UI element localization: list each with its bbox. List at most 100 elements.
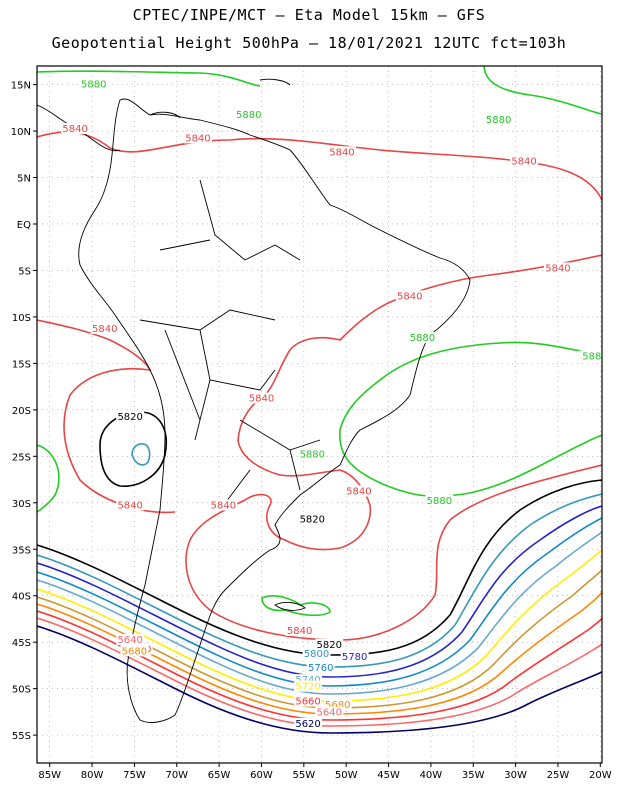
contour-5880-northeast — [483, 66, 602, 115]
contour-label: 5880 — [300, 449, 325, 460]
contour-label-bg — [79, 78, 108, 90]
map-title-line1: CPTEC/INPE/MCT – Eta Model 15km – GFS — [132, 6, 486, 24]
contour-label: 5840 — [249, 394, 274, 405]
lat-tick-label: 5N — [17, 174, 31, 185]
map-frame — [36, 65, 603, 764]
contour-5880-north — [37, 70, 261, 87]
contour-label-bg — [302, 648, 331, 660]
lon-tick-label: 60W — [250, 770, 273, 781]
country-borders — [139, 179, 321, 511]
contour-label-bg — [90, 322, 119, 334]
contour-label-bg — [510, 155, 539, 167]
contour-label-bg — [306, 662, 335, 674]
contour-label-bg — [116, 499, 145, 511]
contour-label-bg — [209, 499, 238, 511]
contour-label-bg — [315, 638, 344, 650]
contour-label: 5840 — [329, 147, 354, 158]
lon-tick-label: 70W — [165, 770, 188, 781]
lat-tick-label: 35S — [12, 545, 31, 556]
contour-label-bg — [116, 634, 145, 646]
contour-label-bg — [285, 624, 314, 636]
contour-label: 5840 — [511, 157, 536, 168]
contour-5800-core — [131, 443, 151, 466]
contour-label: 5840 — [545, 263, 570, 274]
contour-label: 5840 — [346, 486, 371, 497]
contour-label: 5660 — [295, 697, 320, 708]
contour-5660-band — [37, 610, 602, 721]
lat-tick-label: 25S — [12, 452, 31, 463]
lat-tick-label: 55S — [12, 731, 31, 742]
lon-tick-label: 65W — [208, 770, 231, 781]
lon-tick-label: 75W — [123, 770, 146, 781]
coastlines — [37, 78, 471, 723]
contour-5840-pacific — [37, 319, 176, 514]
lon-tick-label: 25W — [547, 770, 570, 781]
lon-tick-label: 80W — [81, 770, 104, 781]
contour-label-bg — [294, 695, 323, 707]
contour-label: 5680 — [325, 700, 350, 711]
contour-label: 5880 — [410, 333, 435, 344]
contour-label: 5820 — [300, 514, 325, 525]
contour-5820-band — [37, 479, 602, 656]
contour-5740-band — [37, 531, 602, 695]
contour-label: 5840 — [211, 500, 236, 511]
contour-5800-band — [37, 493, 602, 668]
contour-label: 5800 — [304, 649, 329, 660]
contour-lines — [37, 66, 602, 734]
contour-label-bg — [294, 674, 323, 686]
contour-label: 5780 — [342, 652, 367, 663]
contour-label-bg — [183, 132, 212, 144]
contour-label-bg — [323, 699, 352, 711]
contour-5760-band — [37, 517, 602, 687]
contour-5780-band — [37, 505, 602, 678]
contour-label: 5640 — [317, 708, 342, 719]
contour-label-bg — [298, 448, 327, 460]
contour-label-bg — [340, 650, 369, 662]
contour-label: 5840 — [117, 500, 142, 511]
lon-tick-label: 85W — [38, 770, 61, 781]
contour-label-bg — [294, 717, 323, 729]
lat-tick-label: 10N — [11, 127, 31, 138]
contour-label: 5840 — [287, 626, 312, 637]
contour-label-bg — [234, 109, 263, 121]
lon-tick-label: 40W — [420, 770, 443, 781]
contour-label-bg — [294, 680, 323, 692]
contour-label: 5840 — [62, 124, 87, 135]
lat-tick-label: 5S — [18, 266, 31, 277]
contour-label: 5840 — [185, 133, 210, 144]
contour-label-bg — [298, 513, 327, 525]
contour-label: 5880 — [236, 110, 261, 121]
contour-label-bg — [315, 706, 344, 718]
south-america-outline — [78, 98, 471, 723]
contour-5640-band — [37, 617, 602, 727]
lon-tick-label: 55W — [293, 770, 316, 781]
map-title-line2: Geopotential Height 500hPa – 18/01/2021 … — [51, 34, 567, 52]
contour-label: 5760 — [308, 663, 333, 674]
contour-label: 5680 — [122, 646, 147, 657]
lon-tick-label: 45W — [377, 770, 400, 781]
contour-label-bg — [327, 146, 356, 158]
contour-label: 5840 — [397, 291, 422, 302]
contour-label: 5720 — [295, 682, 320, 693]
lat-tick-label: 40S — [12, 592, 31, 603]
contour-label: 5740 — [295, 675, 320, 686]
contour-label: 5880 — [427, 496, 452, 507]
contour-5620-band — [37, 625, 602, 734]
lon-tick-label: 35W — [462, 770, 485, 781]
lat-tick-label: 20S — [12, 406, 31, 417]
contour-label-bg — [484, 113, 513, 125]
contour-label-bg — [408, 332, 437, 344]
contour-label: 5880 — [486, 115, 511, 126]
contour-label: 5820 — [117, 412, 142, 423]
contour-5880-brazil — [339, 341, 602, 498]
contour-label-bg — [543, 262, 572, 274]
axis-ticks: 15N 10N 5N EQ 5S 10S 15S 20S 25S 30S 35S 40S 45S 50S 5… — [11, 81, 612, 781]
lon-tick-label: 50W — [335, 770, 358, 781]
contour-label-bg — [120, 645, 149, 657]
contour-labels: 5880 5880 5880 5880 588 5880 5880 5840 5840 5840 5… — [61, 78, 602, 730]
contour-label-bg — [577, 350, 602, 362]
lat-tick-label: 50S — [12, 685, 31, 696]
lat-tick-label: EQ — [17, 220, 31, 231]
contour-label-bg — [425, 494, 454, 506]
